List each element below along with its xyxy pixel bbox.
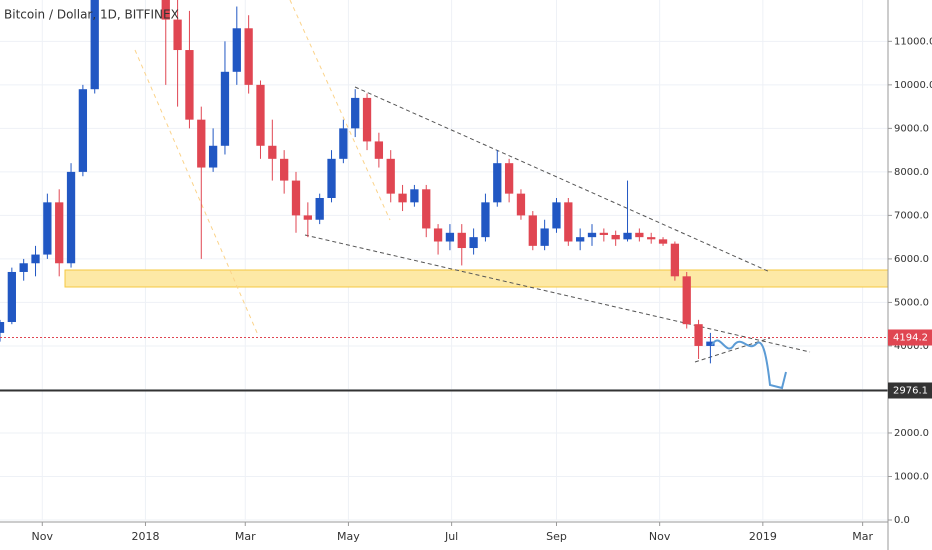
- price-label-box: [888, 329, 932, 346]
- y-tick-label: 10000.0: [894, 80, 932, 91]
- trend-line: [304, 234, 811, 353]
- candle-body: [647, 237, 656, 240]
- candle-body: [706, 341, 715, 346]
- grid: [0, 0, 888, 521]
- x-tick-label: May: [337, 530, 360, 543]
- candle-body: [481, 202, 490, 238]
- candle-body: [682, 276, 691, 325]
- candle-body: [291, 180, 301, 216]
- candle-body: [587, 232, 597, 238]
- candle-body: [552, 202, 561, 229]
- candle-body: [504, 163, 514, 194]
- y-tick-label: 1000.0: [894, 471, 929, 482]
- candle-body: [635, 232, 644, 238]
- candle-body: [386, 158, 395, 194]
- candle-body: [422, 189, 431, 229]
- candle-body: [220, 71, 230, 146]
- candle-body: [232, 28, 241, 72]
- candle-body: [315, 197, 324, 220]
- candle-body: [161, 0, 170, 20]
- candle-body: [516, 193, 526, 216]
- candle-body: [374, 141, 384, 159]
- candle-body: [398, 193, 407, 203]
- candle-body: [280, 158, 289, 181]
- candles: [0, 0, 715, 364]
- candle-body: [457, 232, 466, 249]
- candle-body: [611, 234, 620, 240]
- candle-body: [7, 271, 16, 323]
- price-label: 4194.2: [893, 332, 928, 343]
- candle-body: [208, 145, 218, 168]
- candle-body: [528, 215, 537, 246]
- candle-body: [327, 158, 336, 198]
- candle-body: [564, 202, 573, 242]
- candle-body: [185, 50, 194, 120]
- candle-body: [339, 128, 348, 159]
- fib-line: [289, 0, 391, 221]
- candle-body: [303, 215, 312, 220]
- candle-body: [90, 0, 99, 90]
- candle-body: [19, 263, 28, 272]
- candle-body: [197, 119, 206, 168]
- candle-body: [43, 202, 52, 255]
- candle-body: [445, 232, 455, 242]
- candle-body: [31, 254, 40, 264]
- x-tick-label: Mar: [235, 530, 256, 543]
- price-label: 2976.1: [893, 385, 928, 396]
- candle-body: [433, 228, 443, 242]
- fib-line: [134, 49, 259, 336]
- candle-body: [256, 84, 265, 146]
- candle-body: [0, 322, 5, 333]
- candle-body: [351, 97, 360, 129]
- price-label-box: [888, 382, 932, 399]
- candle-body: [694, 324, 703, 346]
- candle-body: [540, 228, 549, 246]
- candle-body: [599, 232, 608, 235]
- candle-body: [493, 163, 502, 203]
- candle-body: [66, 171, 76, 264]
- candle-body: [670, 243, 680, 277]
- annotations: [64, 0, 888, 363]
- x-tick-label: Jul: [444, 530, 458, 543]
- y-tick-label: 0.0: [894, 515, 910, 526]
- candle-body: [469, 237, 478, 249]
- y-tick-label: 6000.0: [894, 254, 929, 265]
- y-tick-label: 5000.0: [894, 297, 929, 308]
- candle-body: [268, 145, 277, 159]
- candle-body: [244, 28, 253, 85]
- overlay: [0, 336, 888, 392]
- y-tick-label: 8000.0: [894, 167, 929, 178]
- candle-body: [623, 232, 632, 240]
- trend-line: [354, 86, 771, 273]
- x-tick-label: Nov: [649, 530, 671, 543]
- y-tick-label: 9000.0: [894, 123, 929, 134]
- candle-body: [576, 237, 585, 242]
- y-tick-label: 2000.0: [894, 428, 929, 439]
- chart-title: Bitcoin / Dollar, 1D, BITFINEX: [4, 8, 179, 22]
- support-zone: [64, 269, 888, 288]
- candle-body: [55, 202, 64, 264]
- candle-body: [410, 189, 419, 203]
- x-tick-label: Mar: [852, 530, 873, 543]
- x-tick-label: 2019: [749, 530, 777, 543]
- candle-body: [78, 89, 88, 172]
- y-tick-label: 11000.0: [894, 36, 932, 47]
- y-tick-label: 7000.0: [894, 210, 929, 221]
- x-tick-label: Nov: [32, 530, 54, 543]
- candle-body: [658, 239, 668, 244]
- x-tick-label: 2018: [131, 530, 159, 543]
- candle-body: [173, 19, 182, 51]
- y-tick-label: 4000.0: [894, 341, 929, 352]
- projection-sketch: [711, 339, 787, 390]
- x-tick-label: Sep: [546, 530, 567, 543]
- candle-body: [362, 97, 372, 142]
